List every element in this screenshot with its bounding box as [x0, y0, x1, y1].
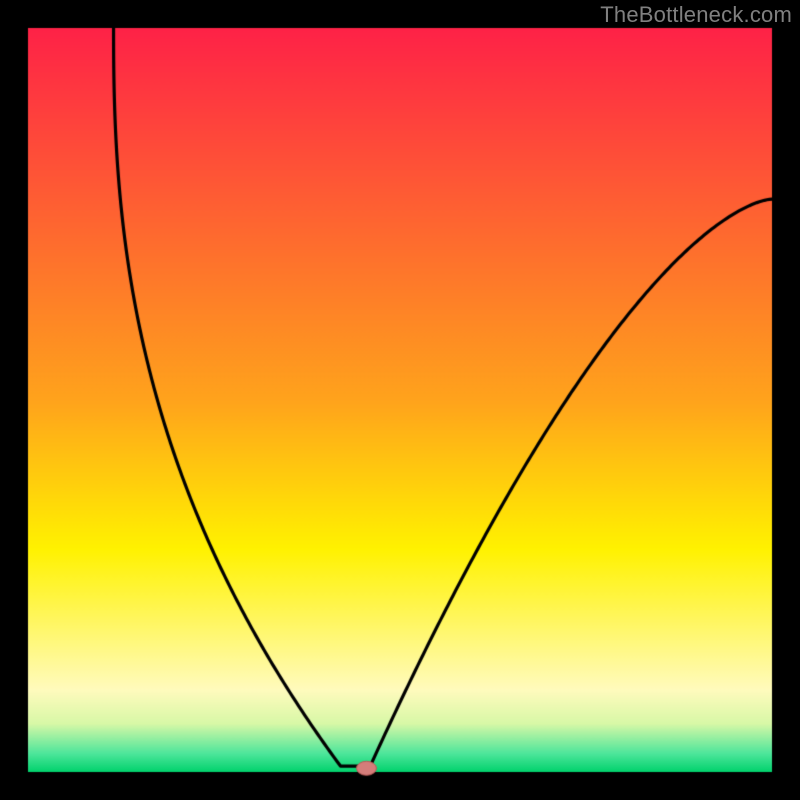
chart-container: TheBottleneck.com	[0, 0, 800, 800]
bottleneck-chart-canvas	[0, 0, 800, 800]
watermark-label: TheBottleneck.com	[600, 2, 792, 28]
